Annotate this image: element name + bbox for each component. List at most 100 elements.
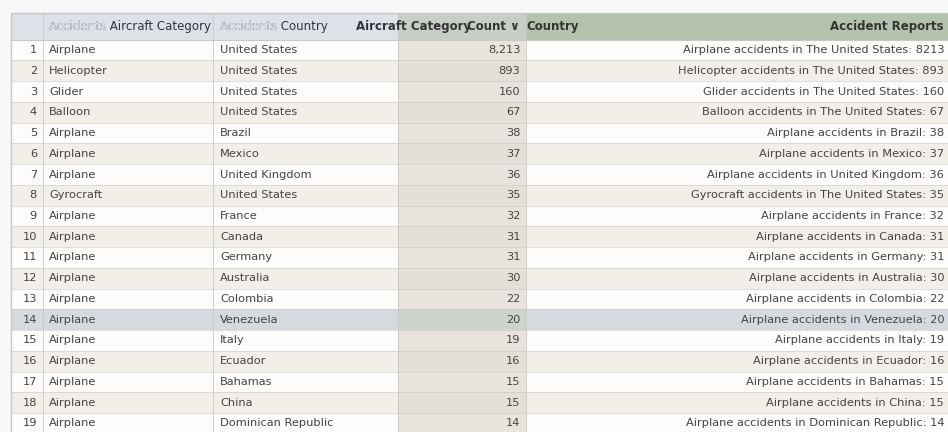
Text: Airplane: Airplane (49, 397, 97, 408)
Bar (398, 206, 526, 226)
Text: 16: 16 (23, 356, 37, 366)
Bar (213, 13, 398, 40)
Text: Accidents Country: Accidents Country (220, 20, 328, 33)
Text: Airplane: Airplane (49, 294, 97, 304)
Bar (11, 247, 948, 268)
Text: 14: 14 (23, 314, 37, 325)
Text: 13: 13 (23, 294, 37, 304)
Text: 67: 67 (506, 107, 520, 118)
Bar (11, 102, 948, 123)
Text: United Kingdom: United Kingdom (220, 169, 312, 180)
Bar (398, 413, 526, 432)
Text: Ecuador: Ecuador (220, 356, 266, 366)
Text: 10: 10 (23, 232, 37, 242)
Text: United States: United States (220, 86, 297, 97)
Text: Airplane accidents in France: 32: Airplane accidents in France: 32 (761, 211, 944, 221)
Text: Accidents: Accidents (220, 20, 281, 33)
Text: Glider accidents in The United States: 160: Glider accidents in The United States: 1… (703, 86, 944, 97)
Text: Airplane accidents in Colombia: 22: Airplane accidents in Colombia: 22 (746, 294, 944, 304)
Bar (398, 289, 526, 309)
Bar (11, 372, 948, 392)
Text: 1: 1 (29, 45, 37, 55)
Text: 8: 8 (29, 190, 37, 200)
Text: Airplane: Airplane (49, 211, 97, 221)
Text: 36: 36 (506, 169, 520, 180)
Text: Airplane: Airplane (49, 377, 97, 387)
Text: Airplane accidents in Australia: 30: Airplane accidents in Australia: 30 (749, 273, 944, 283)
Text: Accident Reports: Accident Reports (830, 20, 943, 33)
Text: United States: United States (220, 107, 297, 118)
Text: 7: 7 (29, 169, 37, 180)
Text: 5: 5 (29, 128, 37, 138)
Bar (11, 206, 948, 226)
Bar (398, 123, 526, 143)
Text: Airplane accidents in Brazil: 38: Airplane accidents in Brazil: 38 (767, 128, 944, 138)
Bar (398, 164, 526, 185)
Text: Count ∨: Count ∨ (466, 20, 520, 33)
Text: Airplane: Airplane (49, 45, 97, 55)
Bar (11, 185, 948, 206)
Bar (398, 392, 526, 413)
Text: 17: 17 (23, 377, 37, 387)
Text: 160: 160 (499, 86, 520, 97)
Bar (11, 164, 948, 185)
Text: 8,213: 8,213 (488, 45, 520, 55)
Text: Helicopter: Helicopter (49, 66, 108, 76)
Text: Bahamas: Bahamas (220, 377, 272, 387)
Text: Australia: Australia (220, 273, 270, 283)
Text: 16: 16 (506, 356, 520, 366)
Text: 32: 32 (506, 211, 520, 221)
Bar (11, 413, 948, 432)
Text: 30: 30 (506, 273, 520, 283)
Text: 22: 22 (506, 294, 520, 304)
Text: Airplane accidents in Dominican Republic: 14: Airplane accidents in Dominican Republic… (685, 418, 944, 429)
Text: Helicopter accidents in The United States: 893: Helicopter accidents in The United State… (678, 66, 944, 76)
Bar (398, 351, 526, 372)
Text: 18: 18 (23, 397, 37, 408)
Bar (398, 102, 526, 123)
Text: 15: 15 (506, 377, 520, 387)
Text: 9: 9 (29, 211, 37, 221)
Bar (11, 60, 948, 81)
Text: 12: 12 (23, 273, 37, 283)
Text: Airplane accidents in Mexico: 37: Airplane accidents in Mexico: 37 (759, 149, 944, 159)
Text: Airplane: Airplane (49, 149, 97, 159)
Bar (11, 81, 948, 102)
Text: France: France (220, 211, 258, 221)
Bar (398, 268, 526, 289)
Bar (398, 247, 526, 268)
Bar (398, 330, 526, 351)
Text: Airplane accidents in The United States: 8213: Airplane accidents in The United States:… (683, 45, 944, 55)
Text: 38: 38 (506, 128, 520, 138)
Text: Airplane accidents in Ecuador: 16: Airplane accidents in Ecuador: 16 (753, 356, 944, 366)
Bar (398, 226, 526, 247)
Bar (398, 40, 526, 60)
Text: 6: 6 (29, 149, 37, 159)
Bar (11, 143, 948, 164)
Text: Airplane accidents in Venezuela: 20: Airplane accidents in Venezuela: 20 (740, 314, 944, 325)
Text: Airplane accidents in Germany: 31: Airplane accidents in Germany: 31 (748, 252, 944, 263)
Text: 11: 11 (23, 252, 37, 263)
Text: Gyrocraft accidents in The United States: 35: Gyrocraft accidents in The United States… (691, 190, 944, 200)
Bar (11, 330, 948, 351)
Text: Glider: Glider (49, 86, 83, 97)
Text: Airplane accidents in Canada: 31: Airplane accidents in Canada: 31 (756, 232, 944, 242)
Text: United States: United States (220, 45, 297, 55)
Text: Airplane: Airplane (49, 128, 97, 138)
Text: Balloon: Balloon (49, 107, 92, 118)
Text: 19: 19 (506, 335, 520, 346)
Text: Airplane accidents in Bahamas: 15: Airplane accidents in Bahamas: 15 (746, 377, 944, 387)
Bar (398, 143, 526, 164)
Text: 31: 31 (506, 232, 520, 242)
Text: 893: 893 (499, 66, 520, 76)
Text: Mexico: Mexico (220, 149, 260, 159)
Bar (398, 185, 526, 206)
Bar (11, 226, 948, 247)
Text: Italy: Italy (220, 335, 245, 346)
Bar (11, 309, 948, 330)
Text: United States: United States (220, 66, 297, 76)
Text: Airplane accidents in Italy: 19: Airplane accidents in Italy: 19 (775, 335, 944, 346)
Bar (11, 268, 948, 289)
Bar (11, 392, 948, 413)
Bar (11, 40, 948, 60)
